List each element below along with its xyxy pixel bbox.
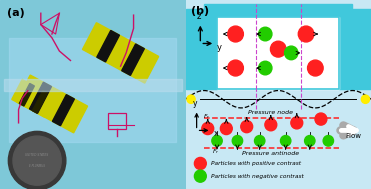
Circle shape <box>265 119 277 131</box>
Circle shape <box>361 95 370 103</box>
Bar <box>217 17 339 89</box>
Text: Flow: Flow <box>345 133 361 139</box>
Text: (a): (a) <box>7 8 25 18</box>
Circle shape <box>228 26 243 42</box>
Bar <box>186 9 217 89</box>
Circle shape <box>255 136 265 146</box>
Polygon shape <box>19 84 35 106</box>
Text: y: y <box>193 99 197 108</box>
Text: $F_r$: $F_r$ <box>203 112 211 121</box>
Polygon shape <box>4 79 182 91</box>
Polygon shape <box>122 44 144 75</box>
Polygon shape <box>30 82 52 113</box>
Circle shape <box>220 122 232 135</box>
Text: Pressure node: Pressure node <box>248 110 293 115</box>
Text: $F_r$: $F_r$ <box>212 147 220 156</box>
Polygon shape <box>82 23 159 83</box>
Circle shape <box>9 131 66 189</box>
Text: Pressure antinode: Pressure antinode <box>242 151 299 156</box>
Text: (b): (b) <box>191 6 209 16</box>
Circle shape <box>241 121 253 133</box>
Circle shape <box>259 27 272 41</box>
Circle shape <box>212 136 222 146</box>
Polygon shape <box>32 91 47 113</box>
Bar <box>204 4 352 17</box>
Polygon shape <box>12 79 55 117</box>
Text: Particles with positive contrast: Particles with positive contrast <box>211 161 302 166</box>
Bar <box>9 38 176 142</box>
Circle shape <box>232 136 243 146</box>
Circle shape <box>194 157 206 170</box>
Circle shape <box>305 136 315 146</box>
Circle shape <box>308 60 323 76</box>
Circle shape <box>13 136 61 185</box>
Bar <box>108 113 126 129</box>
Circle shape <box>187 95 195 103</box>
Circle shape <box>298 26 314 42</box>
Text: UNITED STATES: UNITED STATES <box>26 153 49 157</box>
Text: z: z <box>196 12 201 21</box>
Circle shape <box>315 113 327 125</box>
Polygon shape <box>16 75 88 133</box>
Bar <box>339 9 371 89</box>
Circle shape <box>285 46 298 60</box>
Text: y: y <box>217 43 222 52</box>
Circle shape <box>202 122 214 135</box>
Bar <box>217 17 339 89</box>
Polygon shape <box>97 30 119 62</box>
Circle shape <box>323 136 334 146</box>
Polygon shape <box>52 95 74 126</box>
Circle shape <box>291 117 303 129</box>
Text: Particles with negative contrast: Particles with negative contrast <box>211 174 304 179</box>
Circle shape <box>270 41 286 57</box>
Circle shape <box>228 60 243 76</box>
Circle shape <box>194 170 206 182</box>
Text: E PLURIBUS: E PLURIBUS <box>29 164 45 168</box>
Circle shape <box>259 61 272 75</box>
Circle shape <box>280 136 291 146</box>
Text: x: x <box>214 129 219 138</box>
